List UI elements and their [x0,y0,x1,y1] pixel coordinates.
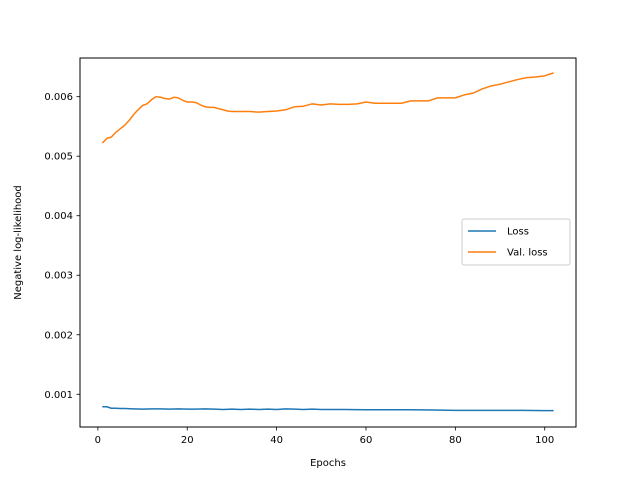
x-tick-label: 100 [535,435,554,446]
y-axis-label: Negative log-likelihood [13,185,24,300]
plot-frame [79,57,577,428]
series-line-loss [102,406,554,412]
y-tick-label: 0.001 [44,390,73,401]
y-tick-label: 0.002 [44,330,73,341]
y-axis: 0.001 0.002 0.003 0.004 0.005 0.006 [44,92,80,401]
x-tick-label: 60 [360,435,373,446]
x-axis: 0 20 40 60 80 100 [95,427,554,446]
x-tick-label: 40 [270,435,283,446]
series-line-val-loss [101,72,554,144]
x-tick-label: 80 [449,435,462,446]
legend-label: Loss [507,227,529,238]
y-tick-label: 0.005 [44,152,73,163]
x-tick-label: 20 [181,435,194,446]
y-tick-label: 0.006 [44,92,73,103]
x-axis-label: Epochs [310,458,346,469]
legend: Loss Val. loss [461,218,571,266]
y-tick-label: 0.004 [44,211,73,222]
legend-label: Val. loss [507,248,548,259]
y-tick-label: 0.003 [44,271,73,282]
x-tick-label: 0 [95,435,101,446]
series-layer [101,72,554,412]
